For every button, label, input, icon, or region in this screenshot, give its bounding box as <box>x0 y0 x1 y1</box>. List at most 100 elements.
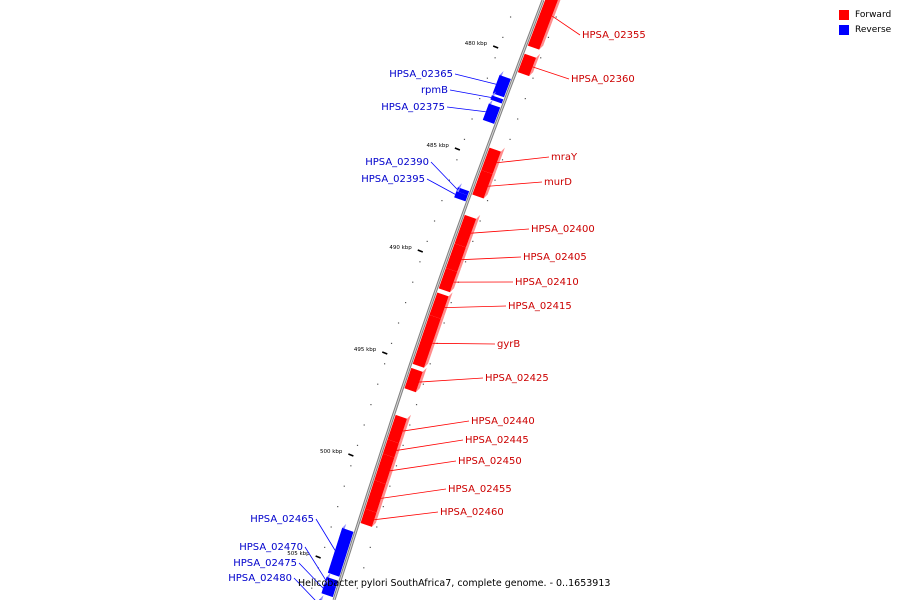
gene-leader-line <box>426 178 456 195</box>
gene-leader-line <box>304 546 327 581</box>
minor-tick <box>390 342 393 344</box>
gene-hpsa-02440[interactable] <box>387 414 407 444</box>
gene-label: HPSA_02460 <box>440 507 504 518</box>
minor-tick <box>502 36 504 38</box>
gene-hpsa-02365[interactable] <box>492 75 511 98</box>
minor-tick <box>384 363 386 365</box>
gene-bevel <box>539 0 561 50</box>
gene-leader-line <box>444 305 507 309</box>
gene-bevel <box>483 170 497 199</box>
minor-tick <box>356 444 359 446</box>
gene-label: HPSA_02415 <box>508 301 572 312</box>
gene-bevel <box>457 243 470 272</box>
minor-tick <box>395 465 398 467</box>
minor-tick <box>486 77 488 79</box>
genome-backbone <box>332 0 545 600</box>
gene-label: HPSA_02395 <box>361 174 425 185</box>
gene-leader-line <box>461 256 522 261</box>
gene-bevel <box>398 414 411 444</box>
gene-label: HPSA_02450 <box>458 456 522 467</box>
minor-tick <box>426 240 428 242</box>
gene-hpsa-02470[interactable] <box>324 576 338 587</box>
tick-label: 495 kbp <box>354 347 377 353</box>
tick-label: 485 kbp <box>426 143 449 149</box>
gene-bevel <box>465 214 481 248</box>
gene-murd[interactable] <box>472 170 493 199</box>
legend-swatch-reverse <box>839 25 849 35</box>
minor-tick <box>412 281 414 283</box>
gene-leader-line <box>315 518 336 551</box>
gene-leader-line <box>419 377 484 383</box>
gene-leader-line <box>430 161 458 190</box>
legend-label-forward: Forward <box>855 10 892 20</box>
gene-hpsa-02400[interactable] <box>454 214 477 248</box>
gene-features <box>319 0 565 600</box>
gene-hpsa-02410[interactable] <box>438 268 458 293</box>
gene-rpmb[interactable] <box>490 95 504 104</box>
minor-tick <box>389 485 391 487</box>
minor-tick <box>343 485 345 487</box>
tick-mark <box>381 351 388 355</box>
gene-bevel <box>450 267 462 293</box>
gene-leader-line <box>389 460 457 472</box>
backbone-highlight <box>333 0 544 600</box>
kbp-ticks: 480 kbp 485 kbp 490 kbp 495 kbp 500 kbp 505 k… <box>287 16 557 589</box>
gene-leader-line <box>551 15 581 36</box>
gene-label: HPSA_02475 <box>233 558 297 569</box>
gene-hpsa-02405[interactable] <box>445 243 466 272</box>
gene-leader-line <box>402 420 470 432</box>
tick-mark <box>315 555 321 559</box>
gene-leader-line <box>396 439 464 451</box>
minor-tick <box>472 240 474 242</box>
gene-label: HPSA_02470 <box>239 542 303 553</box>
tick-mark <box>492 45 499 49</box>
gene-hpsa-02460[interactable] <box>360 508 377 527</box>
minor-tick <box>397 322 400 324</box>
legend: Forward Reverse <box>839 8 899 38</box>
minor-tick <box>486 200 489 202</box>
gene-leader-line <box>446 106 486 113</box>
minor-tick <box>463 138 466 140</box>
gene-bevel <box>440 292 453 319</box>
gene-leader-line <box>449 89 492 98</box>
minor-tick <box>337 506 339 508</box>
minor-tick <box>422 383 424 385</box>
gene-hpsa-02415[interactable] <box>429 292 449 319</box>
minor-tick <box>370 404 372 406</box>
gene-hpsa-02355[interactable] <box>527 0 565 50</box>
tick-label: 490 kbp <box>389 245 412 251</box>
gene-label: murD <box>544 177 572 188</box>
minor-tick <box>363 567 365 569</box>
gene-label: HPSA_02455 <box>448 484 512 495</box>
gene-leader-line <box>454 73 497 85</box>
minor-tick <box>494 57 496 59</box>
gene-hpsa-02360[interactable] <box>517 53 537 77</box>
minor-tick <box>429 363 431 365</box>
gene-hpsa-02375[interactable] <box>482 103 501 124</box>
gene-label: HPSA_02390 <box>365 157 429 168</box>
gene-hpsa-02450[interactable] <box>374 453 395 485</box>
gene-hpsa-02395[interactable] <box>454 191 468 202</box>
minor-tick <box>448 179 450 181</box>
gene-label: mraY <box>551 152 578 163</box>
minor-tick <box>456 159 458 161</box>
tick-label: 500 kbp <box>320 449 343 455</box>
minor-tick <box>376 526 378 528</box>
minor-tick <box>330 526 332 528</box>
minor-tick <box>405 302 407 304</box>
gene-mray[interactable] <box>481 147 501 174</box>
gene-bevel <box>529 53 541 77</box>
minor-tick <box>377 383 379 385</box>
gene-hpsa-02425[interactable] <box>404 367 423 393</box>
tick-label: 505 kbp <box>287 551 310 557</box>
gene-gyrb[interactable] <box>412 314 441 368</box>
gene-hpsa-02455[interactable] <box>365 480 386 513</box>
minor-tick <box>509 138 511 140</box>
gene-label: HPSA_02480 <box>228 573 292 584</box>
gene-hpsa-02445[interactable] <box>382 439 399 458</box>
gene-hpsa-02475[interactable] <box>321 583 337 598</box>
gene-leader-line <box>432 342 496 345</box>
gene-hpsa-02465[interactable] <box>327 527 354 577</box>
minor-tick <box>540 57 542 59</box>
